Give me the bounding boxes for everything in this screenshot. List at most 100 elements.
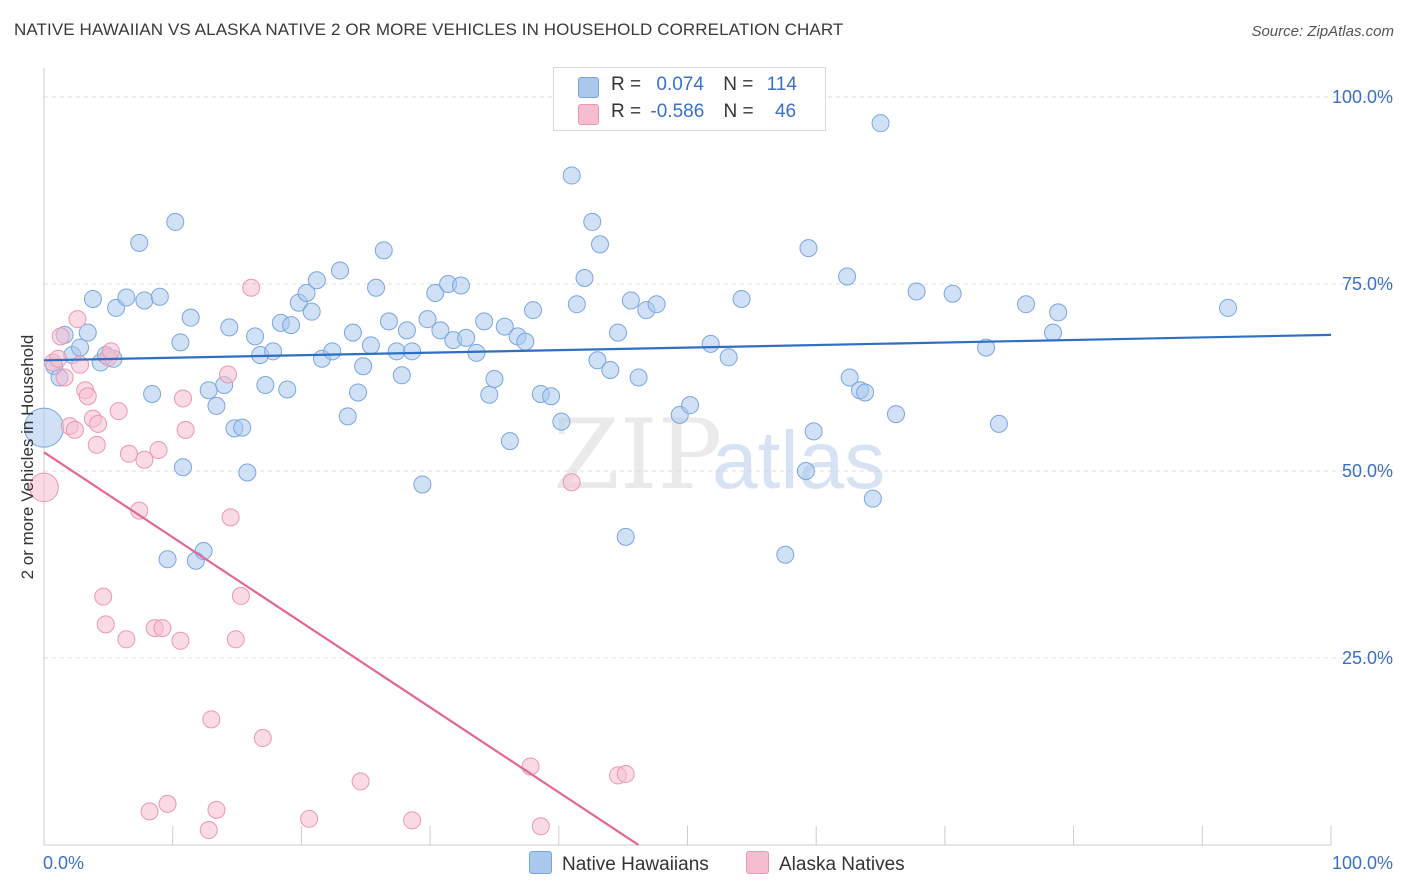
bottom-legend-alaska-natives: Alaska Natives bbox=[746, 851, 905, 876]
native-hawaiian-point bbox=[562, 166, 581, 185]
alaska-native-point bbox=[96, 615, 115, 634]
y-tick-label: 100.0% bbox=[1332, 87, 1393, 107]
bottom-legend-label: Native Hawaiians bbox=[562, 854, 709, 875]
y-axis-label: 2 or more Vehicles in Household bbox=[18, 335, 37, 580]
native-hawaiian-point bbox=[863, 489, 882, 508]
alaska-native-point bbox=[87, 435, 106, 454]
y-tick-label: 75.0% bbox=[1342, 274, 1393, 294]
y-tick-label: 25.0% bbox=[1342, 648, 1393, 668]
alaska-native-point bbox=[300, 809, 319, 828]
grid-lines bbox=[44, 96, 1393, 659]
native-hawaiian-point bbox=[374, 241, 393, 260]
alaska-native-point bbox=[226, 630, 245, 649]
native-hawaiian-point bbox=[485, 369, 504, 388]
native-hawaiian-point bbox=[343, 323, 362, 342]
native-hawaiian-point bbox=[135, 291, 154, 310]
native-hawaiian-point bbox=[732, 289, 751, 308]
legend-r-value: 0.074 bbox=[656, 74, 704, 95]
alaska-native-point bbox=[202, 710, 221, 729]
native-hawaiian-point bbox=[130, 233, 149, 252]
native-hawaiian-point bbox=[282, 316, 301, 335]
native-hawaiian-point bbox=[207, 396, 226, 415]
native-hawaiian-point bbox=[977, 338, 996, 357]
native-hawaiian-point bbox=[431, 321, 450, 340]
alaska-native-point bbox=[94, 587, 113, 606]
native-hawaiian-point bbox=[413, 475, 432, 494]
alaska-native-point bbox=[117, 630, 136, 649]
trend-lines bbox=[43, 333, 1332, 846]
native-hawaiian-point bbox=[171, 333, 190, 352]
native-hawaiian-point bbox=[181, 308, 200, 327]
alaska-native-trend-line bbox=[43, 451, 640, 846]
native-hawaiian-point bbox=[647, 295, 666, 314]
native-hawaiian-point bbox=[387, 342, 406, 361]
native-hawaiian-point bbox=[500, 432, 519, 451]
native-hawaiian-point bbox=[567, 295, 586, 314]
native-hawaiian-point bbox=[338, 407, 357, 426]
native-hawaiian-point bbox=[601, 361, 620, 380]
alaska-native-point bbox=[173, 389, 192, 408]
native-hawaiian-point bbox=[143, 384, 162, 403]
native-hawaiian-point bbox=[418, 310, 437, 329]
native-hawaiian-point bbox=[629, 368, 648, 387]
alaska-native-point bbox=[149, 441, 168, 460]
alaska-native-point bbox=[55, 368, 74, 387]
native-hawaiian-point bbox=[397, 321, 416, 340]
alaska-native-point bbox=[242, 278, 261, 297]
native-hawaiian-point bbox=[621, 291, 640, 310]
native-hawaiian-point bbox=[475, 312, 494, 331]
native-hawaiian-point bbox=[379, 312, 398, 331]
alaska-native-point bbox=[135, 450, 154, 469]
y-tick-label: 50.0% bbox=[1342, 461, 1393, 481]
watermark-atlas: atlas bbox=[712, 415, 885, 506]
alaska-native-point bbox=[65, 420, 84, 439]
native-hawaiian-trend-line bbox=[43, 333, 1332, 362]
native-hawaiian-point bbox=[516, 332, 535, 351]
native-hawaiian-point bbox=[220, 318, 239, 337]
data-points bbox=[23, 114, 1238, 840]
native-hawaiian-point bbox=[701, 334, 720, 353]
native-hawaiian-point bbox=[907, 282, 926, 301]
native-hawaiian-point bbox=[426, 283, 445, 302]
legend-n-label: N = bbox=[723, 74, 754, 95]
native-hawaiian-point bbox=[173, 458, 192, 477]
alaska-native-point bbox=[351, 772, 370, 791]
alaska-native-point bbox=[253, 729, 272, 748]
native-hawaiian-point bbox=[1219, 298, 1238, 317]
native-hawaiian-point bbox=[78, 323, 97, 342]
native-hawaiian-point bbox=[83, 289, 102, 308]
native-hawaiian-point bbox=[1044, 323, 1063, 342]
legend-n-value: 114 bbox=[766, 74, 797, 95]
native-hawaiian-point bbox=[799, 239, 818, 258]
legend-r-label: R = bbox=[611, 101, 642, 122]
native-hawaiian-point bbox=[246, 327, 265, 346]
native-hawaiian-point bbox=[575, 269, 594, 288]
alaska-native-point bbox=[101, 342, 120, 361]
native-hawaiian-point bbox=[297, 283, 316, 302]
correlation-legend: R = 0.074 N = 114 R = -0.586 N = 46 bbox=[553, 67, 826, 131]
native-hawaiian-point bbox=[838, 267, 857, 286]
bottom-legend-swatch-pink bbox=[746, 851, 769, 874]
legend-swatch-pink bbox=[578, 104, 599, 125]
bottom-legend-native-hawaiians: Native Hawaiians bbox=[529, 851, 709, 876]
watermark-zip: ZIP bbox=[553, 399, 722, 511]
native-hawaiian-point bbox=[233, 418, 252, 437]
source-label: Source: ZipAtlas.com bbox=[1251, 23, 1394, 40]
native-hawaiian-point bbox=[681, 396, 700, 415]
bottom-legend-label: Alaska Natives bbox=[779, 854, 905, 875]
tick-labels: 25.0% 50.0% 75.0% 100.0% 0.0% 100.0% bbox=[43, 87, 1393, 873]
alaska-native-point bbox=[68, 310, 87, 329]
legend-n-label: N = bbox=[723, 101, 754, 122]
legend-n-value: 46 bbox=[774, 101, 797, 122]
native-hawaiian-point bbox=[256, 375, 275, 394]
native-hawaiian-point bbox=[804, 422, 823, 441]
native-hawaiian-point bbox=[349, 383, 368, 402]
native-hawaiian-point bbox=[238, 463, 257, 482]
legend-swatch-blue bbox=[578, 77, 599, 98]
native-hawaiian-point bbox=[323, 342, 342, 361]
alaska-native-point bbox=[199, 821, 218, 840]
native-hawaiian-point bbox=[886, 405, 905, 424]
alaska-native-point bbox=[140, 802, 159, 821]
native-hawaiian-point bbox=[150, 287, 169, 306]
